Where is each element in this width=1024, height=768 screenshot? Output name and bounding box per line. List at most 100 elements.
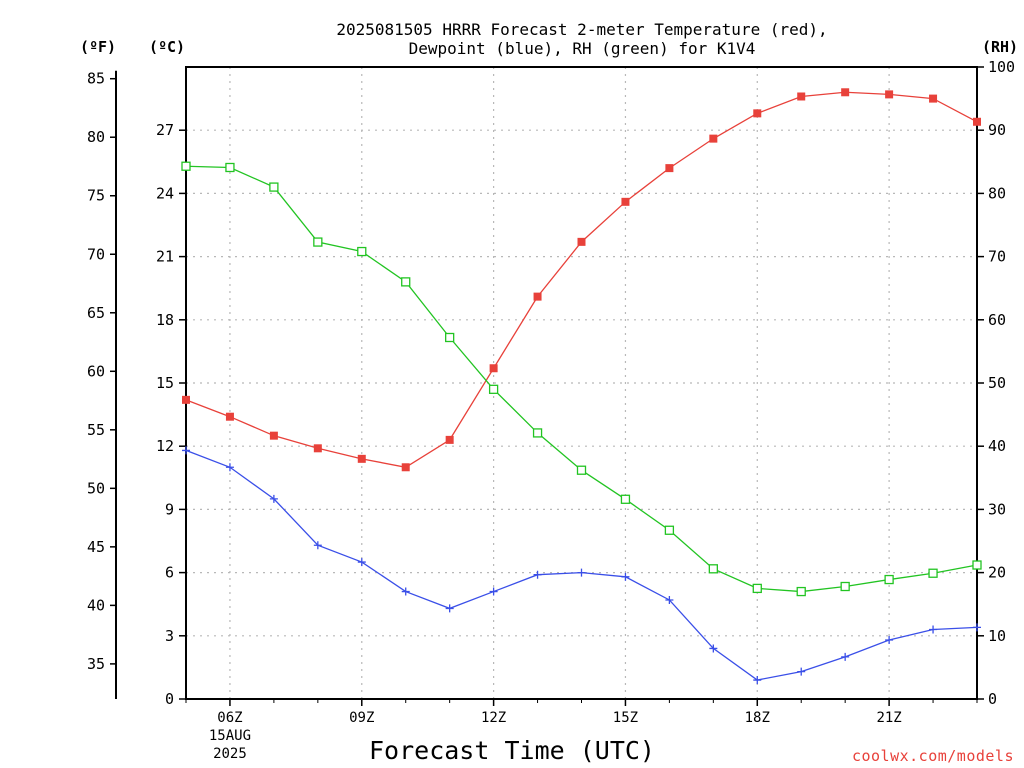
rh-point <box>401 277 411 287</box>
series-rh <box>181 161 982 597</box>
temperature-point <box>489 364 498 373</box>
temperature-point <box>533 292 542 301</box>
temperature-point <box>577 237 586 246</box>
dewpoint-point <box>533 570 542 579</box>
temperature-point <box>225 412 234 421</box>
x-tick-label: 12Z <box>481 710 506 726</box>
temperature-point <box>929 94 938 103</box>
rh-point <box>225 162 235 173</box>
temperature-point <box>401 463 410 472</box>
temperature-point <box>885 90 894 99</box>
temperature-point <box>841 88 850 97</box>
rh-point <box>445 332 455 343</box>
celsius-tick-label: 9 <box>165 500 174 518</box>
dewpoint-point <box>929 625 938 634</box>
rh-tick-label: 90 <box>988 121 1006 139</box>
celsius-unit-label: (ºC) <box>149 38 185 56</box>
x-tick-label: 09Z <box>349 710 374 726</box>
fahrenheit-tick-label: 75 <box>87 187 105 205</box>
fahrenheit-unit-label: (ºF) <box>80 38 116 56</box>
temperature-point <box>269 431 278 440</box>
dewpoint-line <box>185 449 978 681</box>
x-tick-label: 06Z <box>217 710 242 726</box>
x-tick-label: 21Z <box>876 710 901 726</box>
dewpoint-point <box>489 587 498 596</box>
dewpoint-point <box>973 623 981 632</box>
rh-point <box>796 586 806 597</box>
credit-text: coolwx.com/models <box>852 747 1014 765</box>
celsius-tick-label: 3 <box>165 627 174 645</box>
rh-tick-label: 100 <box>988 58 1015 76</box>
fahrenheit-tick-label: 85 <box>87 70 105 88</box>
dewpoint-point <box>753 676 762 685</box>
dewpoint-point <box>665 595 674 604</box>
celsius-tick-label: 21 <box>156 248 174 266</box>
rh-line <box>185 165 978 593</box>
rh-tick-label: 80 <box>988 184 1006 202</box>
celsius-tick-label: 12 <box>156 437 174 455</box>
rh-point <box>708 564 718 574</box>
rh-point <box>620 494 631 504</box>
rh-point <box>313 237 323 247</box>
rh-point <box>488 384 499 394</box>
rh-tick-label: 40 <box>988 437 1006 455</box>
axis-ticks: 0 3 6 9 12 15 18 21 24 27 35 40 45 50 55 60 65 70 75 80 85 0 1… <box>87 58 1015 762</box>
temperature-point <box>182 395 190 404</box>
rh-point <box>269 182 279 192</box>
x-date-label: 15AUG <box>209 728 251 744</box>
fahrenheit-tick-label: 40 <box>87 596 105 614</box>
rh-tick-label: 10 <box>988 627 1006 645</box>
axes <box>115 66 978 700</box>
temperature-point <box>709 134 718 143</box>
series-temperature <box>182 88 981 472</box>
temperature-point <box>973 117 981 126</box>
temperature-point <box>357 454 366 463</box>
celsius-tick-label: 27 <box>156 121 174 139</box>
rh-point <box>884 574 894 585</box>
fahrenheit-tick-label: 35 <box>87 655 105 673</box>
rh-tick-label: 70 <box>988 248 1006 266</box>
temperature-point <box>445 435 454 444</box>
rh-point <box>840 581 850 592</box>
fahrenheit-tick-label: 55 <box>87 421 105 439</box>
rh-point <box>972 560 982 570</box>
x-axis-label: Forecast Time (UTC) <box>369 736 655 765</box>
rh-tick-label: 30 <box>988 500 1006 518</box>
dewpoint-point <box>225 463 234 472</box>
dewpoint-point <box>709 644 718 653</box>
celsius-tick-label: 24 <box>156 184 174 202</box>
dewpoint-point <box>357 558 366 567</box>
chart-title: 2025081505 HRRR Forecast 2-meter Tempera… <box>336 20 827 58</box>
fahrenheit-tick-label: 60 <box>87 362 105 380</box>
celsius-tick-label: 6 <box>165 564 174 582</box>
dewpoint-point <box>401 587 410 596</box>
dewpoint-point <box>621 572 630 581</box>
fahrenheit-tick-label: 80 <box>87 128 105 146</box>
fahrenheit-tick-label: 65 <box>87 304 105 322</box>
rh-tick-label: 20 <box>988 564 1006 582</box>
series-dewpoint <box>182 446 981 685</box>
rh-point <box>928 568 938 578</box>
dewpoint-point <box>445 604 454 613</box>
temperature-point <box>313 444 322 453</box>
celsius-tick-label: 0 <box>165 690 174 708</box>
rh-point <box>752 583 762 594</box>
rh-point <box>532 428 543 438</box>
temperature-point <box>621 197 630 206</box>
dewpoint-point <box>797 667 806 676</box>
rh-tick-label: 60 <box>988 311 1006 329</box>
grid-lines <box>186 67 977 699</box>
rh-point <box>181 161 191 171</box>
dewpoint-point <box>182 446 190 455</box>
temperature-point <box>797 92 806 101</box>
dewpoint-point <box>313 541 322 550</box>
celsius-tick-label: 18 <box>156 311 174 329</box>
chart-title-line-2: Dewpoint (blue), RH (green) for K1V4 <box>409 39 756 58</box>
fahrenheit-tick-label: 70 <box>87 245 105 263</box>
celsius-tick-label: 15 <box>156 374 174 392</box>
dewpoint-point <box>885 636 894 645</box>
x-tick-label: 18Z <box>745 710 770 726</box>
fahrenheit-tick-label: 45 <box>87 538 105 556</box>
dewpoint-point <box>269 494 278 503</box>
